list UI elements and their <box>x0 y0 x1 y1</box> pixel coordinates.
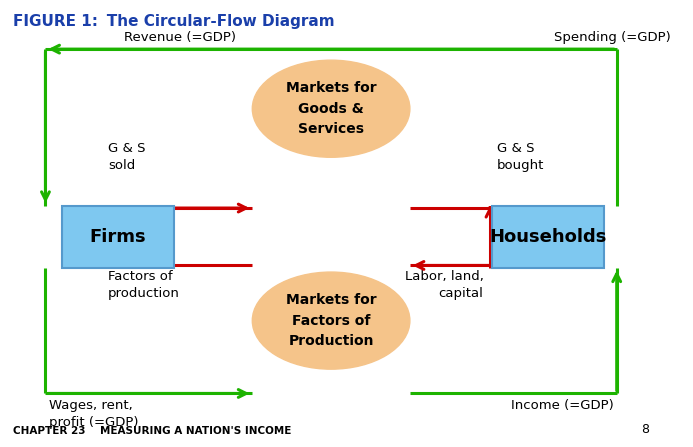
Text: G & S
sold: G & S sold <box>108 142 146 172</box>
Ellipse shape <box>252 272 410 369</box>
Text: Factors of
production: Factors of production <box>108 270 179 300</box>
Text: Firms: Firms <box>89 228 146 246</box>
Text: Labor, land,
capital: Labor, land, capital <box>405 270 484 300</box>
FancyBboxPatch shape <box>492 206 604 268</box>
Text: Markets for
Goods &
Services: Markets for Goods & Services <box>286 81 376 136</box>
Text: Income (=GDP): Income (=GDP) <box>511 399 613 412</box>
Text: 8: 8 <box>642 423 649 436</box>
FancyBboxPatch shape <box>62 206 173 268</box>
Text: Wages, rent,
profit (=GDP): Wages, rent, profit (=GDP) <box>49 399 138 429</box>
Text: CHAPTER 23    MEASURING A NATION'S INCOME: CHAPTER 23 MEASURING A NATION'S INCOME <box>12 426 291 436</box>
Text: FIGURE 1:: FIGURE 1: <box>12 14 98 29</box>
Text: Markets for
Factors of
Production: Markets for Factors of Production <box>286 293 376 348</box>
Text: Spending (=GDP): Spending (=GDP) <box>554 31 671 44</box>
Text: Households: Households <box>489 228 606 246</box>
Ellipse shape <box>252 60 410 157</box>
Text: G & S
bought: G & S bought <box>497 142 544 172</box>
Text: Revenue (=GDP): Revenue (=GDP) <box>124 31 236 44</box>
Text: The Circular-Flow Diagram: The Circular-Flow Diagram <box>91 14 335 29</box>
